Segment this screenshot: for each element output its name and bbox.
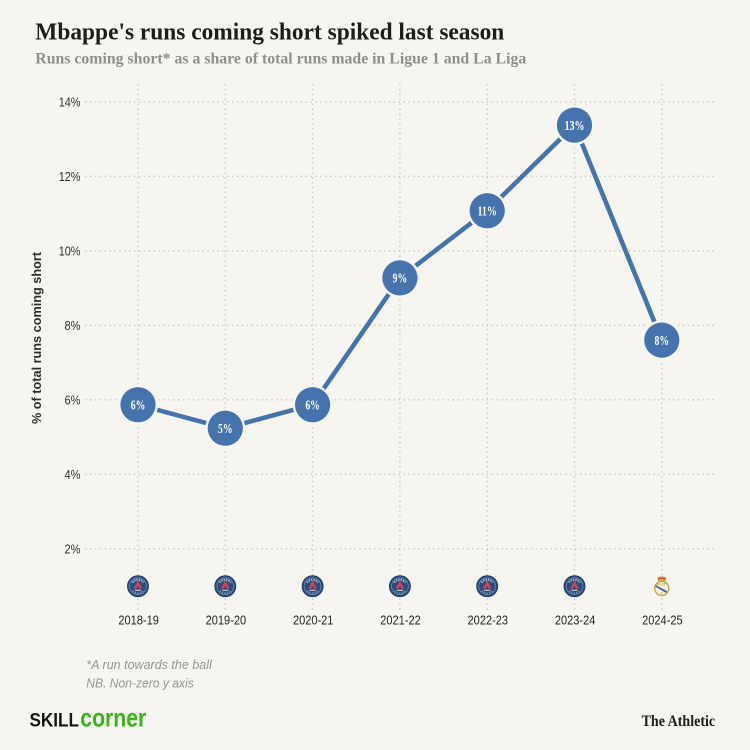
svg-text:11%: 11% xyxy=(477,203,497,218)
svg-text:6%: 6% xyxy=(305,397,320,412)
svg-text:2023-24: 2023-24 xyxy=(555,612,596,627)
svg-text:2%: 2% xyxy=(65,541,81,556)
svg-text:5%: 5% xyxy=(218,421,233,436)
svg-text:Mbappe's runs coming short spi: Mbappe's runs coming short spiked last s… xyxy=(35,19,504,46)
svg-text:8%: 8% xyxy=(655,333,670,348)
svg-text:2020-21: 2020-21 xyxy=(293,612,334,627)
svg-text:NB. Non-zero y axis: NB. Non-zero y axis xyxy=(86,676,194,691)
svg-text:corner: corner xyxy=(80,702,146,732)
svg-text:2018-19: 2018-19 xyxy=(118,612,159,627)
svg-text:2019-20: 2019-20 xyxy=(206,612,247,627)
svg-text:6%: 6% xyxy=(65,392,81,407)
svg-text:The Athletic: The Athletic xyxy=(642,713,716,730)
svg-text:13%: 13% xyxy=(565,118,585,133)
svg-text:2024-25: 2024-25 xyxy=(642,612,683,627)
svg-text:9%: 9% xyxy=(393,271,408,286)
svg-text:10%: 10% xyxy=(59,244,81,259)
svg-text:2021-22: 2021-22 xyxy=(380,612,421,627)
svg-text:*A run towards the ball: *A run towards the ball xyxy=(86,657,213,672)
svg-text:4%: 4% xyxy=(65,467,81,482)
svg-text:Runs coming short* as a share: Runs coming short* as a share of total r… xyxy=(35,50,526,68)
svg-text:14%: 14% xyxy=(59,95,81,110)
svg-text:% of total runs coming short: % of total runs coming short xyxy=(29,251,44,424)
svg-text:SKILL: SKILL xyxy=(30,710,80,731)
svg-text:6%: 6% xyxy=(131,397,146,412)
svg-text:8%: 8% xyxy=(65,318,81,333)
svg-text:12%: 12% xyxy=(59,169,81,184)
svg-text:2022-23: 2022-23 xyxy=(468,612,509,627)
